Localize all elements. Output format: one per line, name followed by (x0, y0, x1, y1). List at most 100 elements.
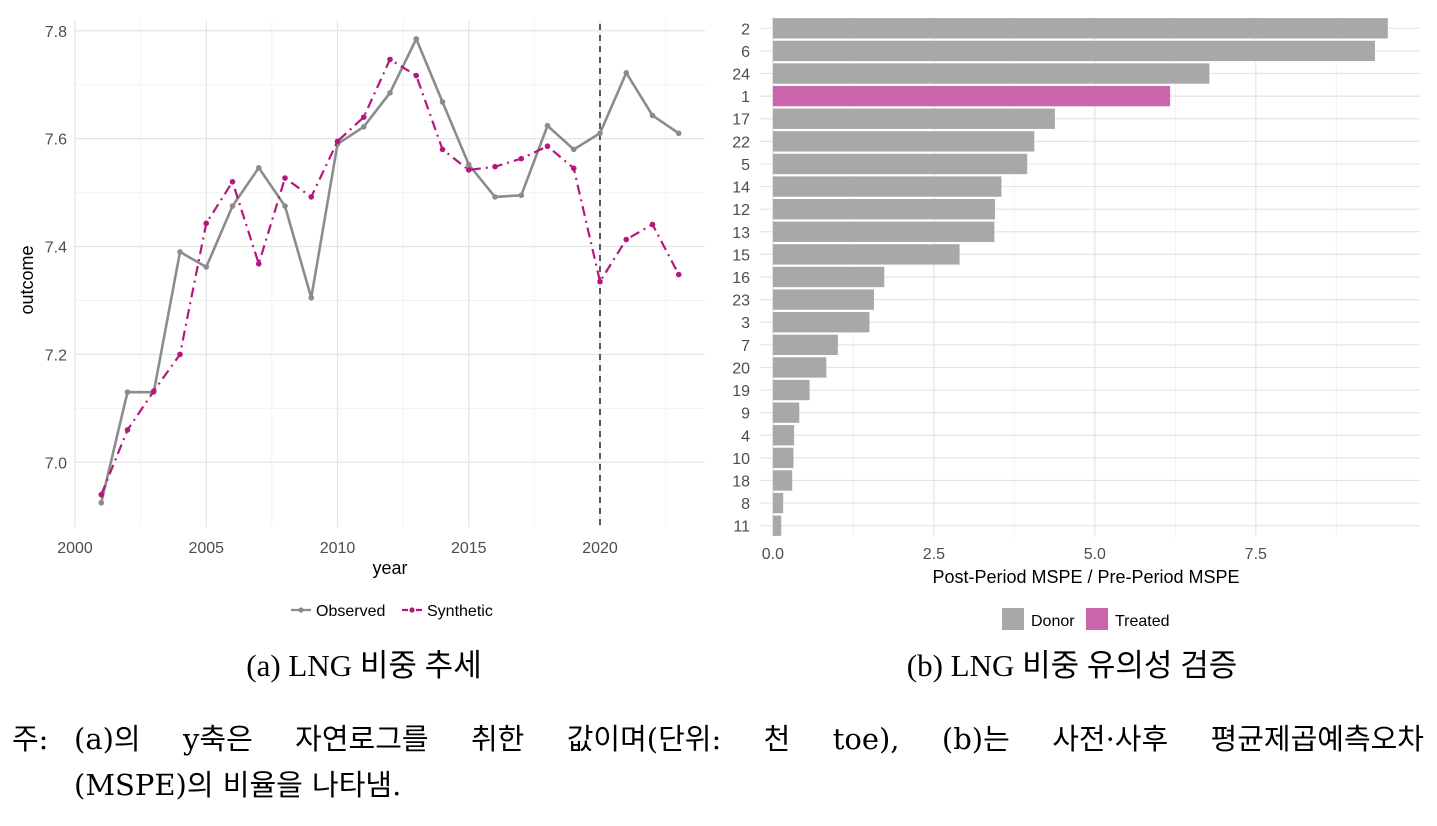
bar-2 (772, 18, 1388, 39)
bar-3 (772, 312, 870, 333)
x-tick-label: 2015 (451, 540, 487, 557)
series-observed (98, 36, 682, 506)
bar-14 (772, 176, 1002, 197)
bar-11 (772, 515, 782, 536)
x-tick-label: 2010 (320, 540, 356, 557)
line-chart-y-label: outcome (17, 245, 37, 314)
legend-key-treated (1086, 608, 1108, 630)
bar-24 (772, 63, 1210, 84)
bar-9 (772, 402, 800, 423)
y-tick-label: 6 (741, 44, 750, 61)
y-tick-label: 13 (732, 225, 750, 242)
y-tick-label: 3 (741, 315, 750, 332)
y-tick-label: 2 (741, 21, 750, 38)
bar-12 (772, 199, 996, 220)
data-point (413, 72, 420, 79)
y-tick-label: 5 (741, 157, 750, 174)
x-tick-label: 2.5 (923, 546, 945, 563)
line-chart-series-layer (98, 36, 682, 506)
y-tick-label: 4 (741, 428, 750, 445)
data-point (282, 175, 288, 181)
legend-label-donor: Donor (1031, 613, 1075, 630)
data-point (124, 427, 131, 433)
x-tick-label: 0.0 (762, 546, 784, 563)
bar-5 (772, 153, 1028, 175)
note-label: 주: (12, 722, 49, 756)
data-point (413, 36, 420, 42)
bar-15 (772, 244, 960, 265)
bar-7 (772, 334, 838, 355)
data-point (544, 122, 551, 129)
bar-chart-x-label: Post-Period MSPE / Pre-Period MSPE (932, 567, 1239, 587)
bar-6 (772, 40, 1375, 62)
data-point (124, 389, 131, 395)
bar-4 (772, 425, 795, 446)
data-point (465, 167, 472, 173)
y-tick-label: 7.0 (45, 455, 67, 472)
legend-key-donor (1002, 608, 1024, 630)
y-tick-label: 11 (733, 519, 750, 536)
y-tick-label: 16 (732, 270, 750, 287)
data-point (518, 155, 525, 162)
data-point (623, 70, 630, 76)
data-point (203, 220, 210, 227)
bar-16 (772, 266, 885, 288)
line-chart-x-label: year (372, 558, 407, 578)
data-point (98, 491, 105, 498)
bar-23 (772, 289, 874, 310)
x-tick-label: 2020 (582, 540, 618, 557)
x-tick-label: 2000 (57, 540, 93, 557)
data-point (439, 99, 446, 105)
y-tick-label: 7.4 (45, 240, 67, 257)
y-tick-label: 19 (732, 383, 750, 400)
data-point (492, 163, 498, 170)
data-point (203, 264, 210, 270)
data-point (255, 260, 262, 267)
legend-key-point (409, 607, 415, 613)
x-tick-label: 5.0 (1084, 546, 1106, 563)
y-tick-label: 7.8 (45, 24, 67, 41)
line-chart: 2000 2005 2010 2015 2020 7.0 7.2 7.4 7.6 7.8 year… (17, 20, 705, 620)
caption-a: (a) LNG 비중 추세 (246, 648, 481, 683)
data-point (623, 236, 630, 243)
data-point (360, 123, 367, 130)
y-tick-label: 18 (732, 473, 750, 490)
bar-19 (772, 379, 810, 401)
legend-label-observed: Observed (316, 603, 385, 620)
data-point (518, 192, 525, 199)
series-line-synthetic (100, 58, 680, 496)
data-point (387, 56, 393, 63)
bar-8 (772, 492, 784, 514)
data-point (649, 112, 656, 119)
data-point (387, 90, 393, 96)
y-tick-label: 14 (732, 180, 750, 197)
line-chart-grid (74, 20, 705, 527)
data-point (544, 143, 551, 150)
data-point (492, 194, 498, 200)
bar-20 (772, 357, 827, 378)
bar-18 (772, 470, 793, 491)
data-point (465, 161, 472, 168)
bar-10 (772, 447, 794, 469)
legend-key-point (298, 607, 304, 613)
y-tick-label: 7.2 (45, 347, 67, 364)
data-point (308, 294, 315, 301)
data-point (255, 164, 262, 171)
y-tick-label: 10 (732, 451, 750, 468)
data-point (98, 499, 105, 506)
y-tick-label: 7.6 (45, 132, 67, 149)
series-synthetic (98, 56, 682, 498)
data-point (334, 138, 341, 145)
data-point (570, 165, 577, 172)
legend-label-synthetic: Synthetic (427, 603, 493, 620)
bar-22 (772, 131, 1035, 152)
data-point (177, 351, 183, 358)
bar-chart-legend: Donor Treated (1002, 608, 1170, 630)
y-tick-label: 23 (732, 293, 750, 310)
bar-chart-bars-layer (772, 18, 1388, 536)
line-chart-ticks: 2000 2005 2010 2015 2020 7.0 7.2 7.4 7.6 7.8 (45, 24, 618, 557)
y-tick-label: 9 (741, 406, 750, 423)
data-point (177, 249, 183, 255)
note-line-1: (a)의 y축은 자연로그를 취한 값이며(단위: 천 toe), (b)는 사… (74, 722, 1424, 756)
